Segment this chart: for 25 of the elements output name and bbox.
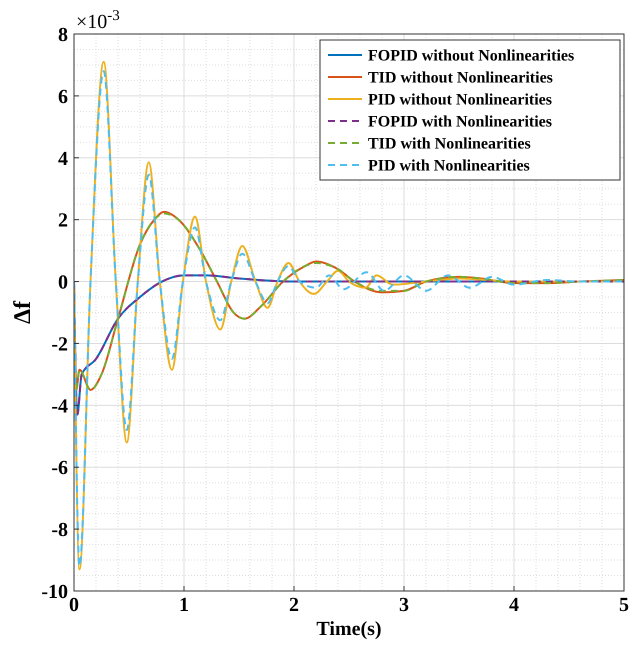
y-tick-label: -6 xyxy=(51,457,68,480)
x-tick-label: 3 xyxy=(399,594,409,616)
x-tick-label: 1 xyxy=(179,594,189,616)
legend-label: FOPID without Nonlinearities xyxy=(368,48,574,65)
legend-label: TID with Nonlinearities xyxy=(368,136,531,153)
y-tick-label: 2 xyxy=(58,210,68,232)
y-axis-title: Δf xyxy=(10,300,36,324)
y-tick-label: -4 xyxy=(51,395,68,418)
x-tick-label: 4 xyxy=(509,594,519,616)
legend-label: PID without Nonlinearities xyxy=(368,92,552,109)
y-tick-label: -8 xyxy=(51,519,68,542)
x-tick-label: 2 xyxy=(289,594,299,616)
y-tick-label: -10 xyxy=(41,581,68,603)
y-tick-label: 0 xyxy=(58,272,68,294)
y-tick-label: 6 xyxy=(58,86,68,108)
legend-label: TID without Nonlinearities xyxy=(368,70,553,87)
y-tick-label: 4 xyxy=(58,148,68,170)
y-tick-label: -2 xyxy=(51,333,68,356)
line-series xyxy=(74,274,624,416)
x-tick-label: 5 xyxy=(619,594,629,616)
text: ×10$^{-3}$ xyxy=(76,8,120,33)
legend-label: FOPID with Nonlinearities xyxy=(368,114,552,131)
y-tick-label: 8 xyxy=(58,24,68,46)
legend-label: PID with Nonlinearities xyxy=(368,158,530,175)
x-axis-title: Time(s) xyxy=(316,618,382,640)
